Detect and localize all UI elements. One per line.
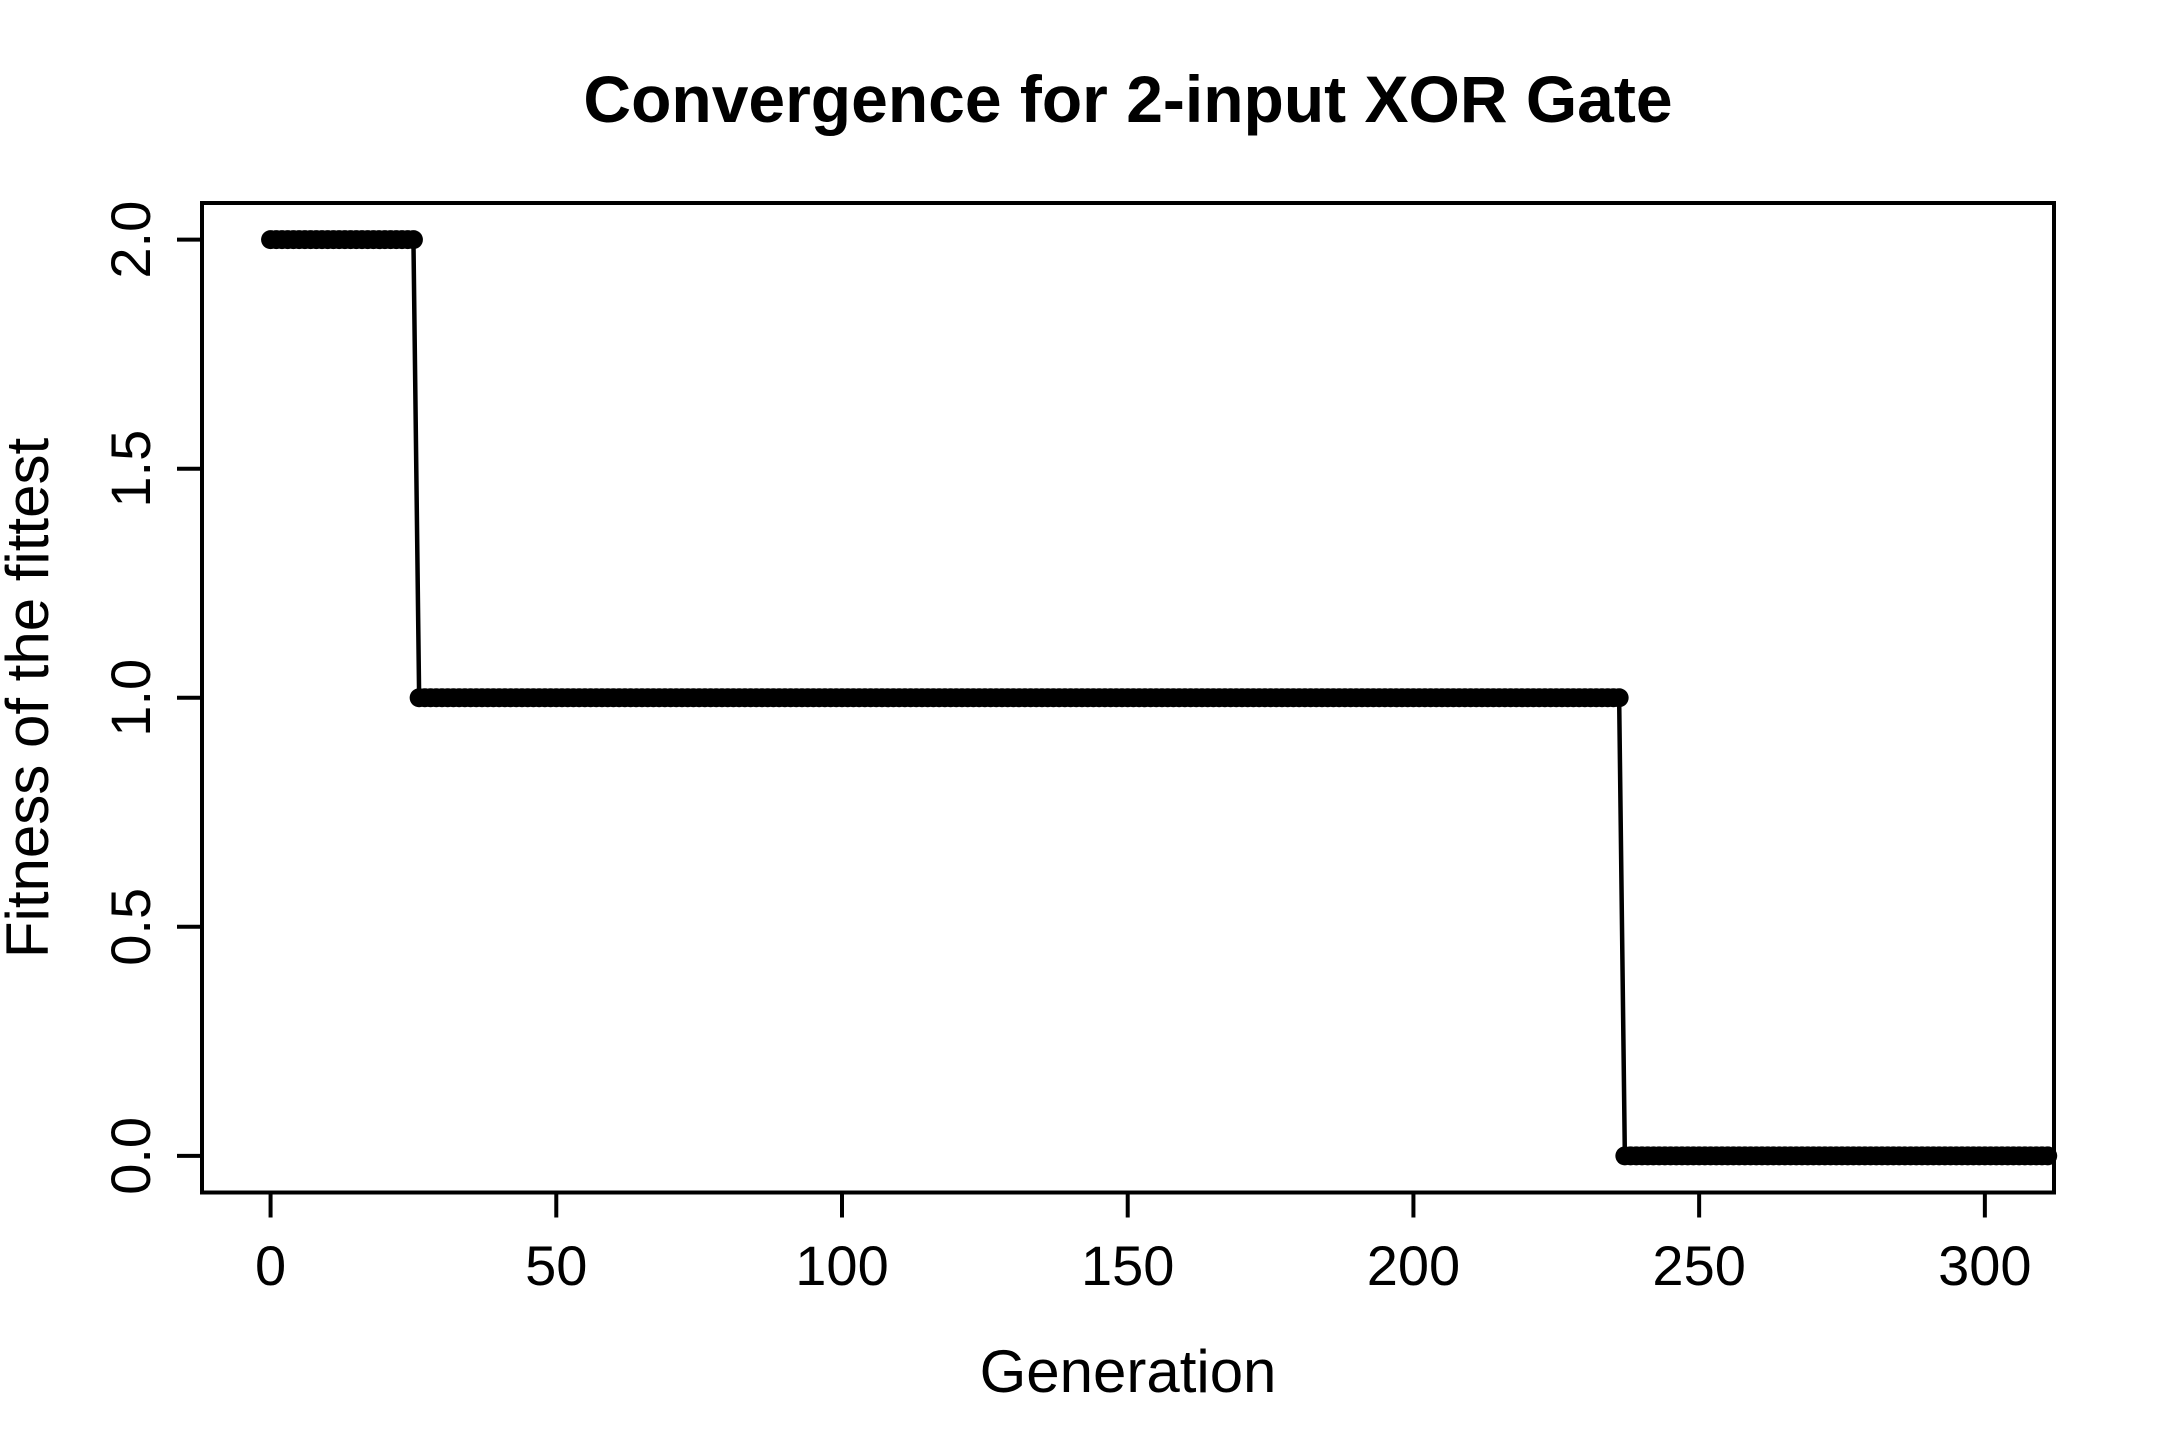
y-tick-label: 1.0: [99, 659, 162, 737]
x-axis-title: Generation: [980, 1338, 1277, 1405]
x-tick-label: 200: [1367, 1234, 1460, 1297]
x-axis: 0 50 100 150 200 250 300: [255, 1192, 2032, 1297]
x-tick-label: 250: [1652, 1234, 1745, 1297]
chart-title: Convergence for 2-input XOR Gate: [583, 62, 1672, 136]
x-tick-label: 300: [1938, 1234, 2031, 1297]
x-tick-label: 0: [255, 1234, 286, 1297]
x-tick-label: 150: [1081, 1234, 1174, 1297]
y-tick-label: 0.0: [99, 1117, 162, 1195]
y-tick-label: 0.5: [99, 888, 162, 966]
y-axis-title: Fitness of the fittest: [0, 438, 61, 959]
data-series: [261, 230, 2058, 1166]
data-point: [403, 230, 423, 250]
x-tick-label: 100: [795, 1234, 888, 1297]
data-point: [1609, 688, 1629, 708]
y-tick-label: 2.0: [99, 201, 162, 279]
data-point: [2038, 1146, 2058, 1166]
y-tick-label: 1.5: [99, 430, 162, 508]
y-axis: 0.0 0.5 1.0 1.5 2.0: [99, 201, 202, 1195]
x-tick-label: 50: [525, 1234, 587, 1297]
